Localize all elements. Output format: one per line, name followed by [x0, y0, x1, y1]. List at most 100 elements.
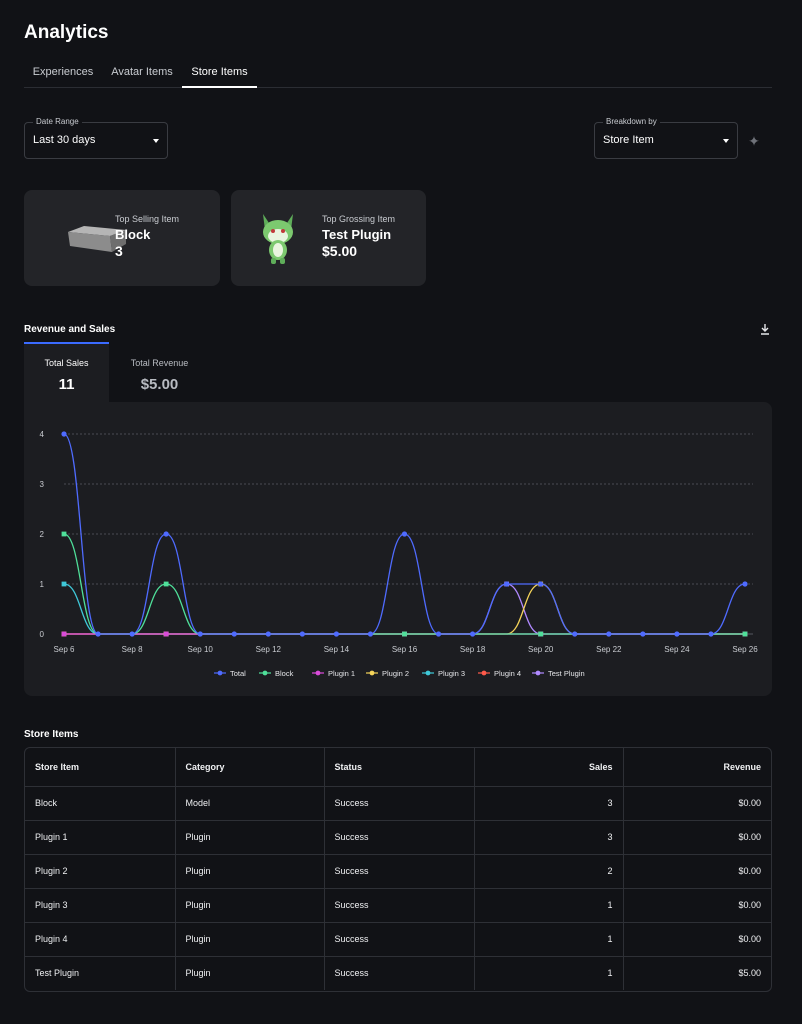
- table-cell: Model: [175, 786, 325, 821]
- legend-item-plugin-4: Plugin 4: [494, 669, 521, 678]
- x-tick-label: Sep 16: [392, 645, 418, 654]
- table-cell: 1: [474, 956, 624, 990]
- top-selling-card: Top Selling Item Block 3: [24, 190, 220, 286]
- table-row: Test Plugin Plugin Success 1 $5.00: [25, 956, 771, 990]
- data-point-plugin-1: [61, 631, 67, 637]
- data-point-total: [265, 631, 271, 637]
- table-cell: 3: [474, 820, 624, 855]
- table-cell: Plugin 2: [25, 854, 176, 889]
- table-cell: Plugin: [175, 854, 325, 889]
- table-cell: Success: [324, 956, 475, 990]
- chevron-down-icon: [723, 139, 729, 143]
- tab-avatar-items[interactable]: Avatar Items: [111, 66, 173, 78]
- tab-bar: Experiences Avatar Items Store Items: [24, 58, 772, 88]
- col-header-revenue[interactable]: Revenue: [623, 748, 771, 787]
- table-cell: $0.00: [623, 888, 771, 923]
- data-point-total: [742, 581, 748, 587]
- x-tick-label: Sep 12: [256, 645, 282, 654]
- legend-marker-plugin-4: [481, 670, 487, 676]
- top-selling-label: Top Selling Item: [115, 214, 180, 224]
- x-tick-label: Sep 18: [460, 645, 486, 654]
- x-tick-label: Sep 26: [732, 645, 758, 654]
- data-point-plugin-3: [61, 581, 67, 587]
- revenue-sales-title: Revenue and Sales: [24, 324, 116, 335]
- breakdown-select[interactable]: Breakdown by Store Item: [594, 117, 738, 159]
- data-point-block: [742, 631, 748, 637]
- legend-marker-plugin-1: [315, 670, 321, 676]
- col-header-status[interactable]: Status: [324, 748, 475, 787]
- chart-panel: 0 1 2 3 4 Sep 6 Sep 8 Sep 10 Sep 12 Sep 14 Sep 16 S…: [24, 402, 772, 696]
- tab-store-items[interactable]: Store Items: [182, 58, 257, 88]
- y-tick-label: 3: [40, 480, 45, 489]
- series-line-test-plugin: [63, 583, 745, 635]
- page-title: Analytics: [24, 22, 109, 43]
- series-line-plugin-2: [63, 583, 745, 635]
- legend-item-block: Block: [275, 669, 294, 678]
- data-point-total: [401, 531, 408, 537]
- data-point-total: [538, 581, 544, 587]
- metric-value: 11: [58, 376, 75, 393]
- y-tick-label: 1: [40, 580, 45, 589]
- table-cell: Plugin: [175, 956, 325, 990]
- table-cell: $5.00: [738, 968, 761, 979]
- data-point-block: [538, 631, 544, 637]
- metric-tab-total-revenue[interactable]: Total Revenue $5.00: [117, 344, 202, 402]
- table-row: Plugin 3 Plugin Success 1 $0.00: [25, 888, 771, 923]
- download-icon[interactable]: [758, 322, 772, 336]
- data-point-total: [606, 631, 612, 637]
- table-cell: Success: [324, 820, 475, 855]
- table-cell: Success: [324, 888, 475, 923]
- metric-tab-total-sales[interactable]: Total Sales 11: [24, 344, 109, 402]
- x-tick-label: Sep 20: [528, 645, 554, 654]
- col-header-sales[interactable]: Sales: [474, 748, 624, 787]
- table-cell: $0.00: [623, 854, 771, 889]
- table-cell: 3: [474, 786, 624, 821]
- plugin-mascot-thumbnail: [263, 214, 293, 264]
- sparkle-icon[interactable]: ✦: [748, 133, 760, 149]
- y-tick-label: 2: [40, 530, 45, 539]
- table-row: Plugin 2 Plugin Success 2 $0.00: [25, 854, 771, 889]
- sales-line-chart: 0 1 2 3 4 Sep 6 Sep 8 Sep 10 Sep 12 Sep 14 Sep 16 S…: [40, 430, 759, 678]
- data-point-total: [95, 631, 101, 637]
- date-range-value: Last 30 days: [33, 134, 96, 146]
- series-line-total: [63, 433, 746, 635]
- data-point-total: [504, 581, 510, 587]
- table-cell: Block: [25, 786, 176, 821]
- legend-marker-test-plugin: [535, 670, 541, 676]
- data-point-plugin-1: [163, 631, 169, 637]
- data-point-block: [61, 531, 67, 537]
- table-cell: Success: [324, 786, 475, 821]
- section-underline: [24, 342, 109, 344]
- x-tick-label: Sep 24: [664, 645, 690, 654]
- data-point-total: [435, 631, 442, 637]
- table-cell: $0.00: [623, 786, 771, 821]
- legend-item-plugin-3: Plugin 3: [438, 669, 465, 678]
- x-tick-label: Sep 8: [122, 645, 143, 654]
- legend-item-plugin-2: Plugin 2: [382, 669, 409, 678]
- chevron-down-icon: [153, 139, 159, 143]
- table-cell: Test Plugin: [25, 956, 176, 990]
- legend-marker-total: [217, 670, 223, 676]
- table-cell: 1: [474, 888, 624, 923]
- table-cell: Plugin: [175, 888, 325, 923]
- tab-experiences[interactable]: Experiences: [32, 66, 94, 78]
- table-cell: 2: [474, 854, 624, 889]
- top-selling-name: Block: [115, 227, 151, 242]
- top-grossing-label: Top Grossing Item: [322, 214, 396, 224]
- table-cell: Success: [324, 854, 475, 889]
- metric-label: Total Revenue: [130, 358, 189, 368]
- block-thumbnail: [68, 226, 126, 252]
- date-range-select[interactable]: Date Range Last 30 days: [24, 117, 168, 159]
- metric-label: Total Sales: [44, 358, 89, 368]
- data-point-total: [572, 631, 578, 637]
- legend-marker-plugin-2: [369, 670, 375, 676]
- table-cell: $0.00: [623, 820, 771, 855]
- table-header-row: Store Item Category Status Sales Revenue: [25, 748, 771, 787]
- data-point-total: [470, 631, 476, 637]
- col-header-category[interactable]: Category: [175, 748, 325, 787]
- legend-item-plugin-1: Plugin 1: [328, 669, 355, 678]
- data-point-total: [674, 631, 680, 637]
- col-header-store-item[interactable]: Store Item: [25, 748, 176, 787]
- legend-marker-plugin-3: [425, 670, 431, 676]
- x-tick-label: Sep 6: [54, 645, 75, 654]
